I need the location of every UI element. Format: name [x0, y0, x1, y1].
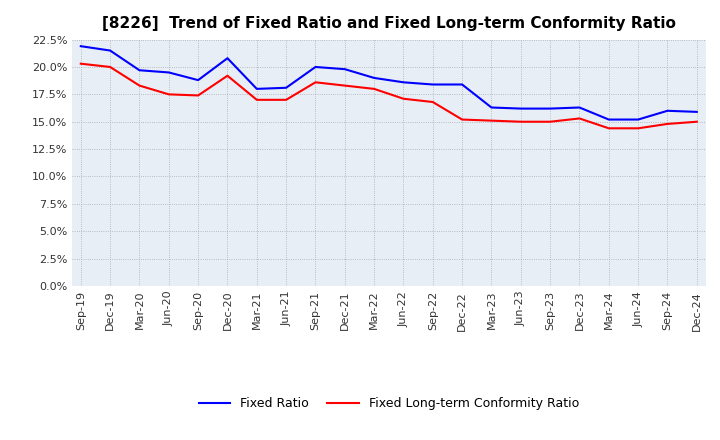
Fixed Ratio [693, 109, 701, 114]
Fixed Long-term Conformity Ratio [428, 99, 437, 105]
Fixed Long-term Conformity Ratio [341, 83, 349, 88]
Fixed Long-term Conformity Ratio [663, 121, 672, 127]
Fixed Ratio [194, 77, 202, 83]
Legend: Fixed Ratio, Fixed Long-term Conformity Ratio: Fixed Ratio, Fixed Long-term Conformity … [194, 392, 584, 415]
Fixed Long-term Conformity Ratio [399, 96, 408, 101]
Fixed Long-term Conformity Ratio [282, 97, 290, 103]
Fixed Ratio [663, 108, 672, 114]
Fixed Long-term Conformity Ratio [135, 83, 144, 88]
Fixed Long-term Conformity Ratio [370, 86, 379, 92]
Line: Fixed Long-term Conformity Ratio: Fixed Long-term Conformity Ratio [81, 64, 697, 128]
Fixed Long-term Conformity Ratio [546, 119, 554, 125]
Fixed Ratio [135, 68, 144, 73]
Line: Fixed Ratio: Fixed Ratio [81, 46, 697, 120]
Fixed Long-term Conformity Ratio [164, 92, 173, 97]
Fixed Ratio [575, 105, 584, 110]
Fixed Ratio [487, 105, 496, 110]
Fixed Ratio [370, 75, 379, 81]
Fixed Ratio [223, 55, 232, 61]
Title: [8226]  Trend of Fixed Ratio and Fixed Long-term Conformity Ratio: [8226] Trend of Fixed Ratio and Fixed Lo… [102, 16, 676, 32]
Fixed Ratio [341, 66, 349, 72]
Fixed Long-term Conformity Ratio [106, 64, 114, 70]
Fixed Ratio [516, 106, 525, 111]
Fixed Long-term Conformity Ratio [487, 118, 496, 123]
Fixed Long-term Conformity Ratio [194, 93, 202, 98]
Fixed Ratio [428, 82, 437, 87]
Fixed Ratio [106, 48, 114, 53]
Fixed Ratio [311, 64, 320, 70]
Fixed Long-term Conformity Ratio [605, 126, 613, 131]
Fixed Long-term Conformity Ratio [76, 61, 85, 66]
Fixed Ratio [605, 117, 613, 122]
Fixed Long-term Conformity Ratio [575, 116, 584, 121]
Fixed Ratio [76, 44, 85, 49]
Fixed Long-term Conformity Ratio [516, 119, 525, 125]
Fixed Ratio [253, 86, 261, 92]
Fixed Ratio [458, 82, 467, 87]
Fixed Long-term Conformity Ratio [311, 80, 320, 85]
Fixed Ratio [634, 117, 642, 122]
Fixed Long-term Conformity Ratio [634, 126, 642, 131]
Fixed Ratio [399, 80, 408, 85]
Fixed Long-term Conformity Ratio [253, 97, 261, 103]
Fixed Long-term Conformity Ratio [693, 119, 701, 125]
Fixed Long-term Conformity Ratio [223, 73, 232, 78]
Fixed Long-term Conformity Ratio [458, 117, 467, 122]
Fixed Ratio [282, 85, 290, 91]
Fixed Ratio [164, 70, 173, 75]
Fixed Ratio [546, 106, 554, 111]
